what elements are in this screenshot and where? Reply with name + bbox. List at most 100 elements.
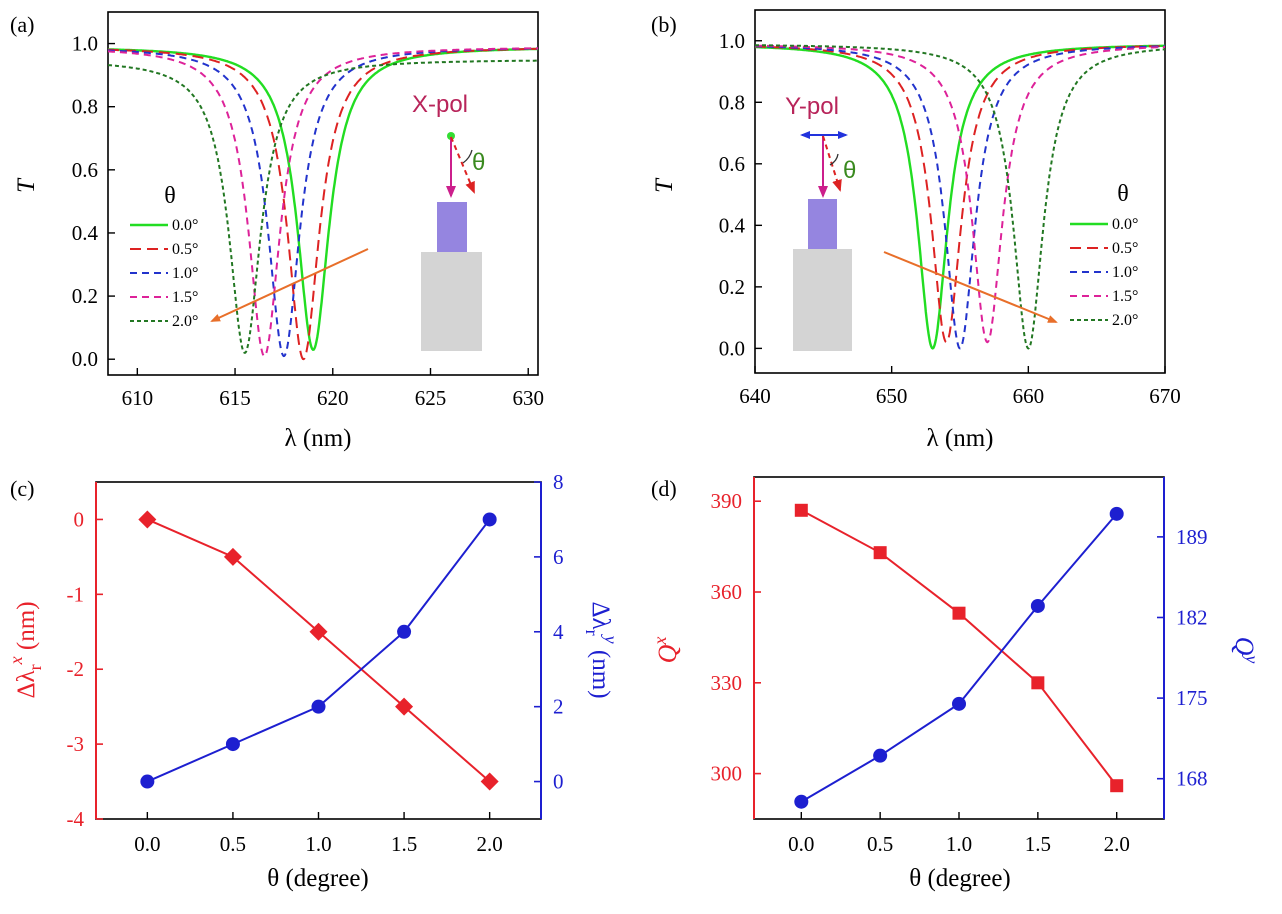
data-point xyxy=(1109,506,1124,521)
x-tick-label: 1.0 xyxy=(946,832,972,856)
panel-a-angle-symbol: θ xyxy=(472,149,485,176)
panel-a-pol-label: X-pol xyxy=(412,91,468,118)
x-tick-label: 2.0 xyxy=(1104,832,1130,856)
data-point xyxy=(952,696,966,711)
legend-label: 0.0° xyxy=(1112,216,1138,233)
legend-label: 1.5° xyxy=(172,289,198,306)
y-tick-label: 0.6 xyxy=(719,152,745,176)
x-tick-label: 0.0 xyxy=(134,832,160,856)
panel-a-trend-arrow xyxy=(210,248,369,322)
y-left-tick-label: 330 xyxy=(711,671,743,695)
panel-b-pol-label: Y-pol xyxy=(785,93,839,120)
y-right-tick-label: 8 xyxy=(553,470,564,494)
x-tick-label: 625 xyxy=(415,386,447,410)
y-tick-label: 0.2 xyxy=(719,275,745,299)
angle-arc-b xyxy=(829,153,839,166)
data-point xyxy=(225,737,240,752)
x-tick-label: 670 xyxy=(1149,384,1181,408)
y-right-tick-label: 189 xyxy=(1176,525,1208,549)
panel-b-frame xyxy=(754,9,1166,374)
panel-c-ylabel-right: Δλry (nm) xyxy=(582,601,621,698)
legend-label: 0.5° xyxy=(172,241,198,258)
panel-d-label: (d) xyxy=(651,476,677,501)
y-tick-label: 0.4 xyxy=(719,213,746,237)
y-left-tick-label: -4 xyxy=(67,807,85,831)
series-curve xyxy=(108,47,538,358)
x-tick-label: 1.5 xyxy=(391,832,417,856)
y-tick-label: 0.4 xyxy=(72,221,99,245)
y-tick-label: 1.0 xyxy=(719,29,745,53)
x-tick-label: 630 xyxy=(512,386,544,410)
panel-a-legend-title: θ xyxy=(164,183,176,209)
data-point xyxy=(1030,598,1045,613)
tilted-arrow xyxy=(450,136,475,194)
x-tick-label: 640 xyxy=(739,384,771,408)
x-tick-label: 0.5 xyxy=(867,832,893,856)
x-tick-label: 0.5 xyxy=(220,832,246,856)
data-point xyxy=(873,546,887,560)
series-line xyxy=(800,509,1118,787)
panel-c-xlabel: θ (degree) xyxy=(267,865,369,892)
panel-b-schematic: Y-pol θ xyxy=(785,93,856,351)
y-right-tick-label: 0 xyxy=(553,770,564,794)
x-pol-dot xyxy=(447,132,455,140)
y-left-tick-label: 300 xyxy=(711,762,743,786)
y-right-tick-label: 175 xyxy=(1176,686,1208,710)
data-point xyxy=(794,794,809,809)
data-point xyxy=(482,512,497,527)
x-tick-label: 620 xyxy=(317,386,349,410)
legend-label: 0.5° xyxy=(1112,240,1138,257)
panel-b-angle-symbol: θ xyxy=(843,157,856,184)
y-right-tick-label: 2 xyxy=(553,695,564,719)
y-tick-label: 1.0 xyxy=(72,32,98,56)
y-tick-label: 0.8 xyxy=(719,90,745,114)
panel-c-label: (c) xyxy=(10,476,34,501)
data-point xyxy=(952,606,966,620)
series-line xyxy=(146,518,491,783)
y-tick-label: 0.2 xyxy=(72,284,98,308)
y-right-tick-label: 4 xyxy=(553,620,564,644)
panel-a: (a) 610 615 620 625 630 0.0 0.2 0.4 0.6 0.8 1.0 λ … xyxy=(10,11,544,452)
x-tick-label: 0.0 xyxy=(788,832,814,856)
data-point xyxy=(140,774,155,789)
legend-label: 0.0° xyxy=(172,217,198,234)
y-tick-label: 0.0 xyxy=(719,336,745,360)
panel-d-xlabel: θ (degree) xyxy=(909,865,1011,892)
panel-a-ticks: 610 615 620 625 630 0.0 0.2 0.4 0.6 0.8 1.0 xyxy=(72,32,544,410)
panel-d-ylabel-right: Qy xyxy=(1230,637,1262,664)
panel-d-data xyxy=(794,503,1124,809)
x-tick-label: 1.0 xyxy=(305,832,331,856)
panel-d: (d) 0.0 0.5 1.0 1.5 2.0 300 330 360 390 168 175 182… xyxy=(650,476,1262,892)
nanopillar xyxy=(437,202,467,252)
panel-d-ylabel-left: Qx xyxy=(650,637,682,664)
data-point xyxy=(794,503,808,517)
substrate xyxy=(421,252,482,351)
y-right-tick-label: 6 xyxy=(553,545,564,569)
y-left-tick-label: 0 xyxy=(74,507,85,531)
panel-b-ticks: 640 650 660 670 0.0 0.2 0.4 0.6 0.8 1.0 xyxy=(719,29,1181,408)
x-tick-label: 1.5 xyxy=(1025,832,1051,856)
y-left-tick-label: -3 xyxy=(67,732,85,756)
panel-b-legend: 0.0° 0.5° 1.0° 1.5° 2.0° xyxy=(1070,216,1138,329)
data-point xyxy=(873,748,888,763)
panel-b-label: (b) xyxy=(651,12,677,37)
panel-a-legend: 0.0° 0.5° 1.0° 1.5° 2.0° xyxy=(130,217,198,330)
y-right-tick-label: 182 xyxy=(1176,605,1208,629)
y-right-tick-label: 168 xyxy=(1176,767,1208,791)
x-tick-label: 650 xyxy=(876,384,908,408)
y-left-tick-label: -2 xyxy=(67,657,85,681)
data-point xyxy=(223,547,242,566)
y-tick-label: 0.0 xyxy=(72,347,98,371)
panel-b-curves xyxy=(755,44,1165,350)
y-left-tick-label: -1 xyxy=(67,582,85,606)
series-curve xyxy=(755,44,1165,344)
panel-a-curves xyxy=(108,47,538,361)
panel-b: (b) 640 650 660 670 0.0 0.2 0.4 0.6 0.8 1.0 λ (nm… xyxy=(651,9,1181,452)
series-curve xyxy=(755,44,1165,350)
y-left-tick-label: 360 xyxy=(711,580,743,604)
panel-c-data xyxy=(138,510,499,791)
data-point xyxy=(397,624,412,639)
data-point xyxy=(1110,779,1124,793)
y-tick-label: 0.6 xyxy=(72,158,98,182)
